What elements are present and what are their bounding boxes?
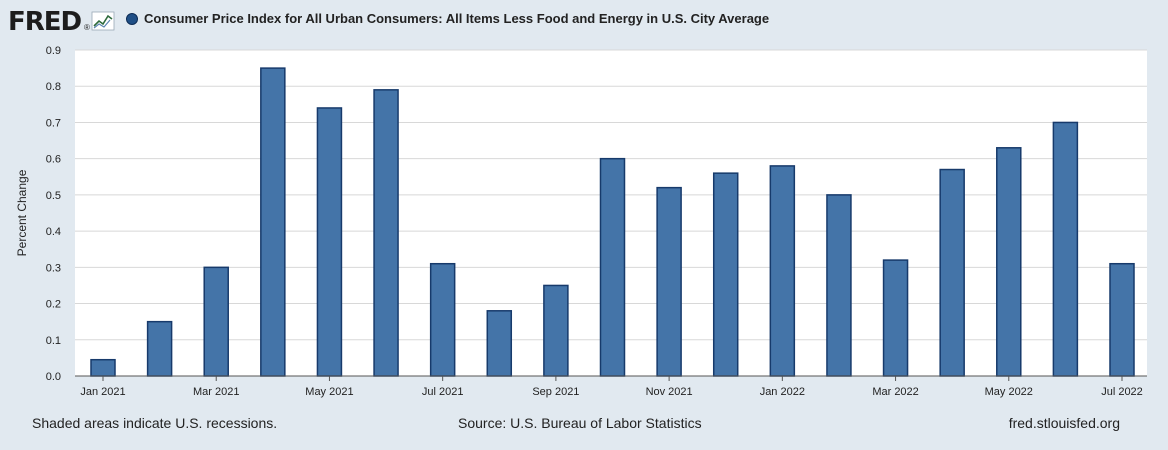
y-axis-label: Percent Change bbox=[15, 169, 29, 256]
bar-sep-2021[interactable] bbox=[543, 284, 569, 377]
bar-jun-2022[interactable] bbox=[1052, 121, 1079, 377]
bar-oct-2021[interactable] bbox=[599, 157, 626, 377]
x-tick-label: Nov 2021 bbox=[646, 386, 693, 398]
x-axis-ticks: Jan 2021 Mar 2021 May 2021 Jul 2021 Sep 2021… bbox=[80, 376, 1143, 398]
bar-jul-2021[interactable] bbox=[429, 262, 456, 377]
x-tick-label: May 2022 bbox=[985, 386, 1033, 398]
chart-title: Consumer Price Index for All Urban Consu… bbox=[144, 11, 769, 26]
bar-apr-2022[interactable] bbox=[939, 168, 965, 377]
y-tick-label: 0.3 bbox=[46, 262, 61, 274]
bar-nov-2021[interactable] bbox=[656, 186, 682, 377]
registered-mark: ® bbox=[84, 23, 90, 32]
x-tick-label: Mar 2022 bbox=[872, 386, 918, 398]
y-tick-label: 0.9 bbox=[46, 45, 61, 57]
bar-mar-2021[interactable] bbox=[203, 266, 229, 377]
y-tick-label: 0.5 bbox=[46, 190, 61, 202]
line-chart-icon bbox=[91, 11, 115, 31]
y-tick-label: 0.1 bbox=[46, 335, 61, 347]
bars bbox=[90, 67, 1135, 377]
x-tick-label: Jan 2022 bbox=[760, 386, 805, 398]
y-axis-ticks: 0.0 0.1 0.2 0.3 0.4 0.5 0.6 0.7 0.8 0.9 bbox=[46, 45, 61, 383]
recessions-note: Shaded areas indicate U.S. recessions. bbox=[32, 415, 277, 431]
y-tick-label: 0.6 bbox=[46, 154, 61, 166]
y-tick-label: 0.7 bbox=[46, 117, 61, 129]
source-note: Source: U.S. Bureau of Labor Statistics bbox=[458, 415, 702, 431]
bar-apr-2021[interactable] bbox=[260, 67, 286, 377]
fred-logo[interactable]: FRED ® bbox=[8, 7, 115, 37]
y-tick-label: 0.0 bbox=[46, 371, 61, 383]
x-tick-label: Mar 2021 bbox=[193, 386, 239, 398]
bar-feb-2022[interactable] bbox=[826, 194, 852, 377]
logo-wordmark: FRED bbox=[8, 7, 82, 37]
y-tick-label: 0.2 bbox=[46, 299, 61, 311]
bar-dec-2021[interactable] bbox=[712, 172, 739, 377]
legend-marker bbox=[126, 13, 138, 25]
bar-may-2022[interactable] bbox=[996, 147, 1022, 377]
y-tick-label: 0.4 bbox=[46, 226, 61, 238]
bar-jan-2022[interactable] bbox=[769, 165, 796, 377]
x-tick-label: Jul 2022 bbox=[1101, 386, 1143, 398]
bar-mar-2022[interactable] bbox=[882, 259, 909, 377]
x-tick-label: Jan 2021 bbox=[80, 386, 125, 398]
bar-aug-2021[interactable] bbox=[486, 310, 513, 377]
bar-jun-2021[interactable] bbox=[373, 89, 399, 377]
x-tick-label: May 2021 bbox=[305, 386, 353, 398]
x-tick-label: Sep 2021 bbox=[532, 386, 579, 398]
bar-feb-2021[interactable] bbox=[146, 320, 173, 377]
y-tick-label: 0.8 bbox=[46, 81, 61, 93]
site-link[interactable]: fred.stlouisfed.org bbox=[1009, 415, 1120, 431]
legend: Consumer Price Index for All Urban Consu… bbox=[126, 11, 769, 26]
bar-may-2021[interactable] bbox=[316, 107, 343, 377]
bar-jan-2021[interactable] bbox=[90, 358, 116, 377]
x-tick-label: Jul 2021 bbox=[422, 386, 464, 398]
bar-jul-2022[interactable] bbox=[1109, 262, 1135, 377]
